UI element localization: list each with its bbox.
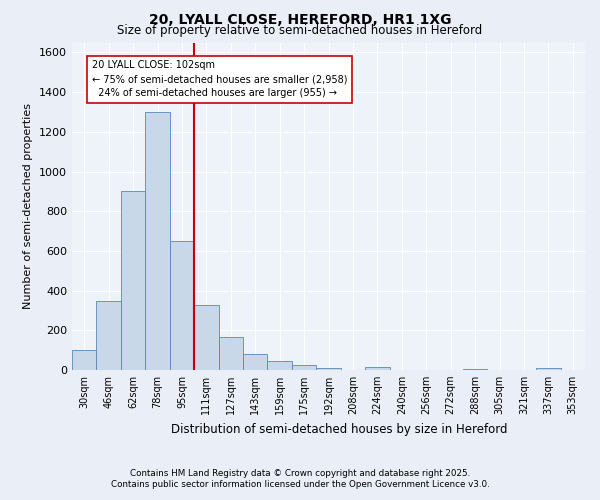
Bar bbox=[170, 241, 194, 370]
Bar bbox=[243, 354, 268, 370]
Bar bbox=[292, 365, 316, 370]
Bar bbox=[316, 368, 341, 370]
Bar bbox=[121, 192, 145, 370]
Bar bbox=[365, 367, 389, 370]
Bar bbox=[145, 112, 170, 370]
Text: Size of property relative to semi-detached houses in Hereford: Size of property relative to semi-detach… bbox=[118, 24, 482, 37]
Text: Distribution of semi-detached houses by size in Hereford: Distribution of semi-detached houses by … bbox=[171, 422, 507, 436]
Bar bbox=[536, 368, 560, 370]
Text: 20, LYALL CLOSE, HEREFORD, HR1 1XG: 20, LYALL CLOSE, HEREFORD, HR1 1XG bbox=[149, 12, 451, 26]
Text: Contains HM Land Registry data © Crown copyright and database right 2025.: Contains HM Land Registry data © Crown c… bbox=[130, 469, 470, 478]
Bar bbox=[268, 361, 292, 370]
Bar bbox=[72, 350, 97, 370]
Text: 20 LYALL CLOSE: 102sqm
← 75% of semi-detached houses are smaller (2,958)
  24% o: 20 LYALL CLOSE: 102sqm ← 75% of semi-det… bbox=[92, 60, 347, 98]
Bar bbox=[194, 304, 218, 370]
Y-axis label: Number of semi-detached properties: Number of semi-detached properties bbox=[23, 104, 34, 309]
Bar bbox=[97, 300, 121, 370]
Bar bbox=[463, 369, 487, 370]
Bar bbox=[218, 337, 243, 370]
Text: Contains public sector information licensed under the Open Government Licence v3: Contains public sector information licen… bbox=[110, 480, 490, 489]
